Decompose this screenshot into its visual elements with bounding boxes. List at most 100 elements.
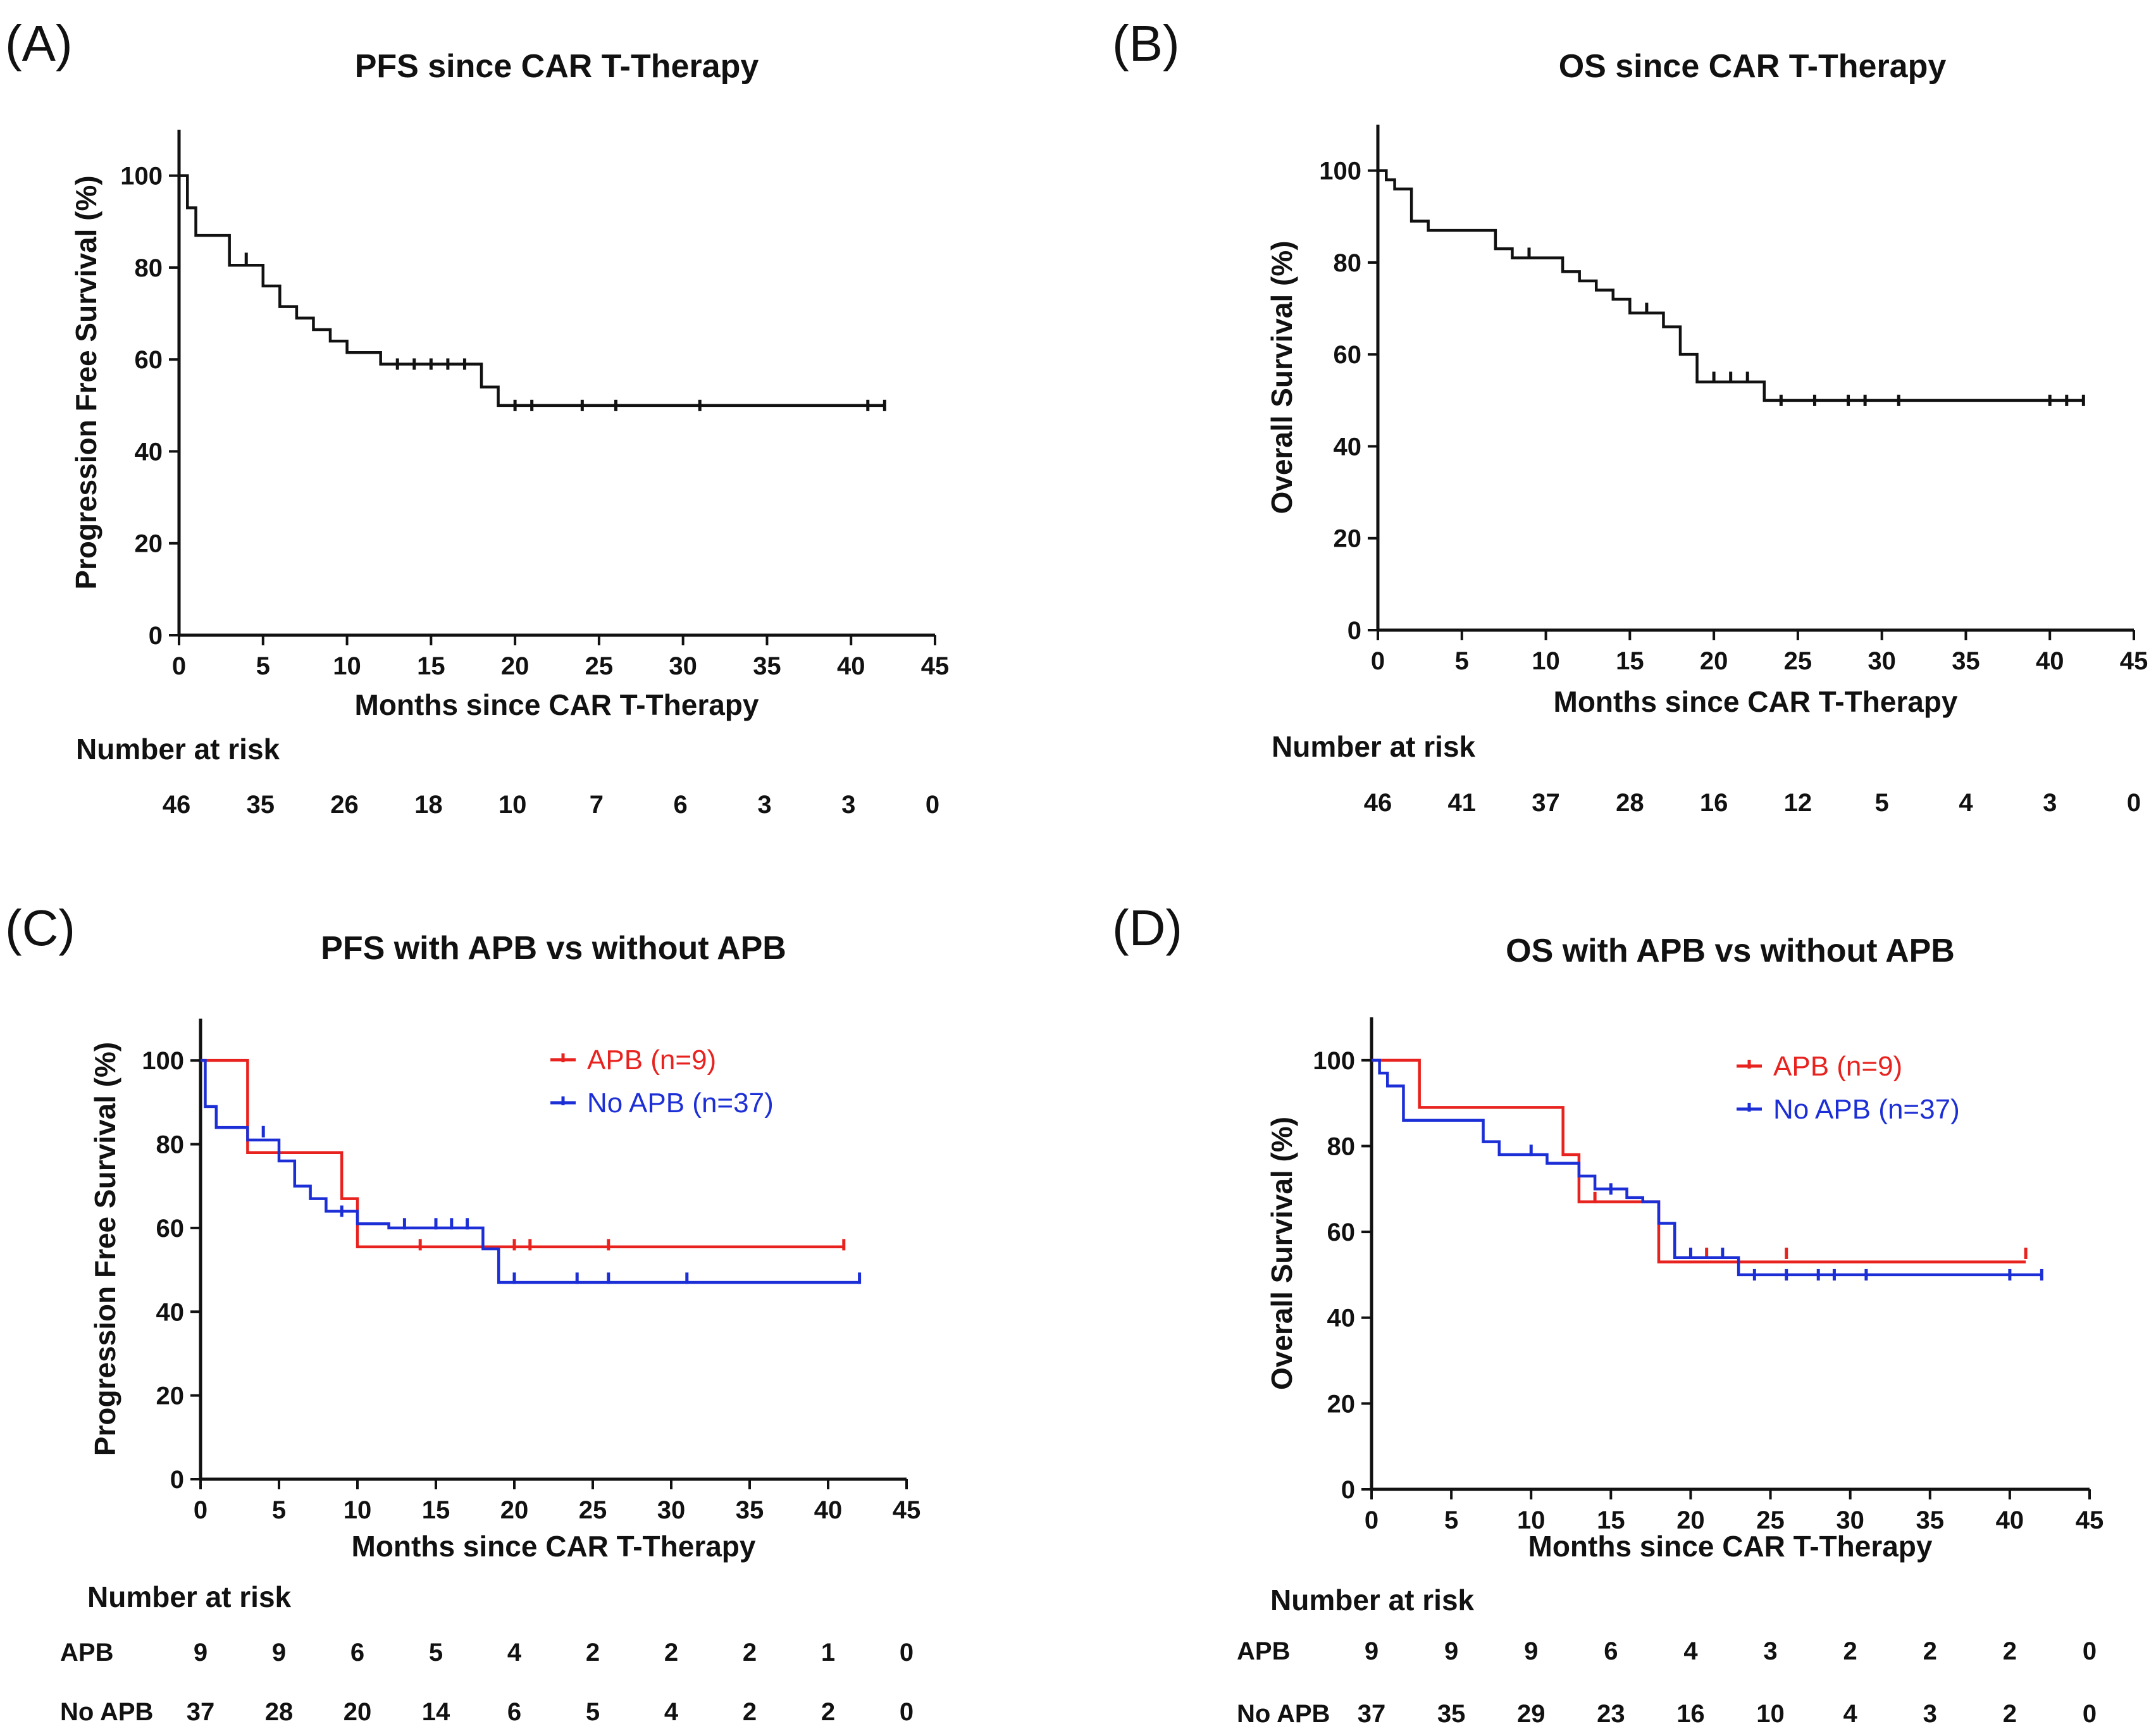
risk-value: 1 — [821, 1639, 835, 1666]
x-tick-label: 25 — [585, 652, 614, 680]
risk-value: 5 — [429, 1639, 443, 1666]
x-tick-label: 10 — [1532, 647, 1560, 675]
risk-value: 4 — [1683, 1637, 1698, 1665]
risk-value: 7 — [590, 791, 604, 819]
x-tick-label: 20 — [500, 1496, 529, 1524]
risk-value: 6 — [507, 1698, 521, 1726]
risk-value: 0 — [900, 1698, 914, 1726]
y-tick-label: 20 — [156, 1382, 185, 1410]
panel-label: (D) — [1112, 900, 1182, 956]
y-tick-label: 60 — [1334, 341, 1362, 369]
chart-title: PFS with APB vs without APB — [321, 930, 786, 967]
risk-value: 3 — [1763, 1637, 1777, 1665]
y-tick-label: 60 — [135, 346, 163, 374]
y-tick-label: 100 — [142, 1047, 184, 1075]
km-curve-0 — [179, 174, 885, 407]
panel-label: (B) — [1112, 15, 1180, 71]
x-tick-label: 40 — [2036, 647, 2064, 675]
risk-table-title: Number at risk — [1270, 1584, 1475, 1616]
risk-value: 2 — [1843, 1637, 1857, 1665]
y-tick-label: 20 — [135, 530, 163, 558]
risk-value: 12 — [1784, 789, 1812, 817]
x-tick-label: 45 — [2120, 647, 2148, 675]
x-tick-label: 10 — [333, 652, 361, 680]
x-tick-label: 25 — [1784, 647, 1812, 675]
risk-value: 5 — [586, 1698, 600, 1726]
risk-value: 6 — [1604, 1637, 1618, 1665]
risk-value: 4 — [1959, 789, 1973, 817]
risk-value: 10 — [499, 791, 527, 819]
legend-entry: APB (n=9) — [587, 1045, 716, 1076]
risk-value: 2 — [821, 1698, 835, 1726]
x-tick-label: 30 — [657, 1496, 686, 1524]
x-tick-label: 5 — [256, 652, 270, 680]
x-axis-title: Months since CAR T-Therapy — [352, 1530, 756, 1563]
y-tick-label: 0 — [149, 622, 163, 650]
risk-value: 0 — [900, 1639, 914, 1666]
risk-value: 20 — [344, 1698, 372, 1726]
y-tick-label: 100 — [1319, 158, 1361, 185]
legend-entry: APB (n=9) — [1773, 1051, 1902, 1082]
risk-value: 28 — [265, 1698, 294, 1726]
km-curve-1 — [201, 1058, 860, 1284]
risk-value: 14 — [422, 1698, 450, 1726]
x-tick-label: 10 — [1517, 1506, 1546, 1534]
risk-value: 9 — [194, 1639, 208, 1666]
y-axis-title: Progression Free Survival (%) — [89, 1042, 121, 1456]
risk-value: 18 — [414, 791, 443, 819]
x-tick-label: 45 — [2076, 1506, 2104, 1534]
risk-value: 37 — [1532, 789, 1560, 817]
x-tick-label: 35 — [736, 1496, 764, 1524]
y-tick-label: 20 — [1334, 525, 1362, 553]
x-tick-label: 35 — [1916, 1506, 1945, 1534]
risk-table-title: Number at risk — [87, 1580, 292, 1613]
risk-value: 6 — [674, 791, 688, 819]
risk-value: 10 — [1756, 1700, 1785, 1728]
x-tick-label: 10 — [344, 1496, 372, 1524]
x-tick-label: 5 — [1444, 1506, 1458, 1534]
x-tick-label: 35 — [753, 652, 781, 680]
risk-value: 29 — [1517, 1700, 1546, 1728]
risk-value: 16 — [1700, 789, 1728, 817]
risk-value: 4 — [507, 1639, 522, 1666]
risk-value: 2 — [664, 1639, 678, 1666]
chart-title: PFS since CAR T-Therapy — [355, 48, 759, 85]
risk-value: 46 — [163, 791, 191, 819]
y-tick-label: 60 — [156, 1215, 185, 1243]
risk-table-title: Number at risk — [76, 733, 280, 766]
km-curve-1 — [1372, 1058, 2042, 1277]
risk-value: 35 — [1437, 1700, 1466, 1728]
km-curve-0 — [1378, 169, 2084, 402]
x-tick-label: 25 — [1756, 1506, 1785, 1534]
y-tick-label: 40 — [1327, 1305, 1356, 1332]
risk-value: 3 — [841, 791, 855, 819]
y-tick-label: 80 — [1334, 249, 1362, 277]
risk-value: 26 — [330, 791, 359, 819]
risk-value: 9 — [1444, 1637, 1458, 1665]
x-tick-label: 25 — [579, 1496, 607, 1524]
legend-entry: No APB (n=37) — [587, 1088, 774, 1119]
risk-value: 5 — [1875, 789, 1889, 817]
x-tick-label: 15 — [422, 1496, 450, 1524]
risk-value: 2 — [2003, 1700, 2017, 1728]
x-tick-label: 45 — [893, 1496, 921, 1524]
risk-row-label: No APB — [1237, 1700, 1330, 1728]
km-curve-0 — [201, 1058, 844, 1248]
risk-value: 9 — [1365, 1637, 1378, 1665]
risk-value: 23 — [1597, 1700, 1625, 1728]
risk-value: 2 — [1923, 1637, 1937, 1665]
y-tick-label: 80 — [156, 1131, 185, 1159]
x-tick-label: 35 — [1952, 647, 1980, 675]
y-axis-title: Overall Survival (%) — [1265, 1117, 1298, 1390]
y-tick-label: 0 — [1341, 1476, 1355, 1504]
risk-value: 0 — [2127, 789, 2141, 817]
risk-value: 46 — [1364, 789, 1392, 817]
y-tick-label: 60 — [1327, 1219, 1356, 1246]
x-tick-label: 0 — [194, 1496, 208, 1524]
x-tick-label: 40 — [814, 1496, 843, 1524]
y-tick-label: 100 — [1313, 1047, 1355, 1075]
x-tick-label: 40 — [837, 652, 865, 680]
